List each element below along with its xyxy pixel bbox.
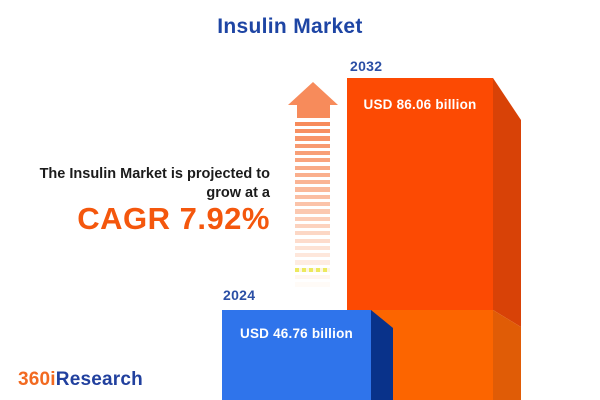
logo-prefix: 360i: [18, 369, 56, 390]
headline-line2: grow at a: [206, 185, 270, 201]
arrow-stripe: [295, 209, 330, 214]
arrow-stripe: [295, 194, 330, 199]
arrow-stripe: [295, 136, 330, 141]
arrow-stripe: [295, 129, 330, 134]
headline: The Insulin Market is projected to grow …: [40, 165, 270, 203]
page-title: Insulin Market: [217, 15, 363, 38]
logo-suffix: Research: [55, 369, 143, 390]
year-label-2024: 2024: [223, 287, 256, 303]
arrow-stripe: [295, 158, 330, 163]
arrow-stripe: [295, 180, 330, 185]
value-label-2032: USD 86.06 billion: [363, 97, 477, 112]
logo-360iresearch: 360iResearch: [18, 369, 143, 391]
arrow-stripe: [295, 245, 330, 251]
arrow-stripe: [295, 202, 330, 207]
arrow-stripe: [295, 216, 330, 221]
arrow-stripe: [295, 165, 330, 170]
arrow-stripe: [295, 150, 330, 156]
arrow-stripe: [295, 260, 330, 265]
bar-2024-side: [371, 310, 393, 400]
arrow-neck: [297, 104, 330, 118]
arrow-stripe: [295, 172, 330, 178]
headline-line1: The Insulin Market is projected to: [39, 166, 270, 182]
bar-2024-front: [222, 310, 371, 400]
arrow-stripe: [295, 187, 330, 192]
arrow-stripe: [295, 253, 330, 258]
bar-2032-side-upper: [493, 78, 521, 327]
year-label-2032: 2032: [350, 58, 383, 74]
arrow-stripe: [295, 267, 330, 272]
arrow-stripe: [295, 275, 330, 280]
arrow-stripe: [295, 231, 330, 236]
arrow-head: [288, 82, 338, 105]
arrow-stripe: [295, 143, 330, 148]
arrow-stripe: [295, 282, 330, 287]
growth-arrow-icon: [288, 82, 338, 292]
arrow-stripe: [295, 223, 330, 229]
arrow-stripe: [295, 121, 330, 126]
cagr-value: CAGR 7.92%: [77, 201, 270, 236]
arrow-stripe: [295, 238, 330, 243]
bar-2032-front-upper: [347, 78, 493, 310]
value-label-2024: USD 46.76 billion: [240, 326, 353, 341]
bar-2032-side-lower: [493, 310, 521, 400]
